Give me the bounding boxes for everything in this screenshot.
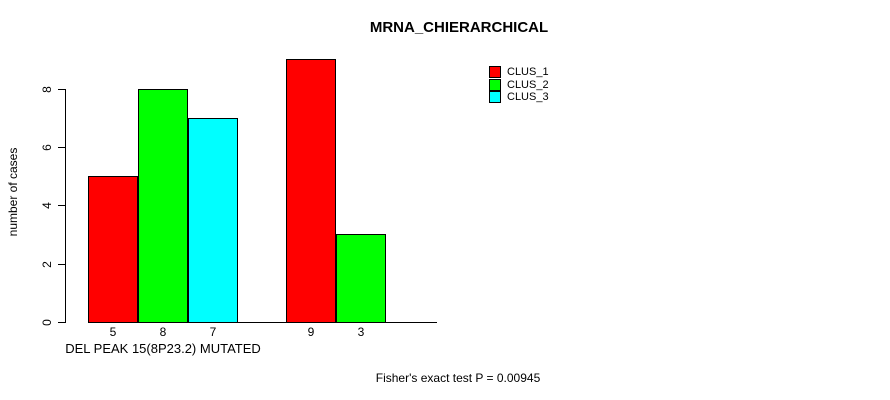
y-tick-mark — [58, 322, 65, 323]
x-axis-group-label: DEL PEAK 15(8P23.2) MUTATED — [65, 341, 261, 356]
y-tick-label: 8 — [39, 86, 54, 93]
y-tick-mark — [58, 264, 65, 265]
bar-clus_1-group-2 — [286, 59, 336, 323]
legend-swatch-icon — [489, 91, 501, 104]
stat-annotation: Fisher's exact test P = 0.00945 — [375, 371, 541, 385]
legend-item-clus_3: CLUS_3 — [489, 91, 549, 104]
bar-clus_3-group-1 — [188, 118, 238, 323]
y-tick-mark — [58, 205, 65, 206]
bar-clus_2-group-1 — [138, 89, 188, 323]
bar-clus_1-group-1 — [88, 176, 138, 323]
legend-item-clus_2: CLUS_2 — [489, 78, 549, 92]
bar-value-label: 7 — [209, 325, 217, 339]
x-axis-baseline — [88, 322, 437, 323]
y-tick-label: 0 — [39, 319, 54, 326]
bar-value-label: 8 — [159, 325, 167, 339]
y-tick-label: 4 — [39, 202, 54, 209]
legend-item-label: CLUS_3 — [507, 91, 549, 104]
y-tick-mark — [58, 147, 65, 148]
bar-clus_2-group-2 — [336, 234, 386, 323]
bar-value-label: 9 — [307, 325, 315, 339]
legend-item-label: CLUS_2 — [507, 78, 549, 91]
y-tick-label: 6 — [39, 144, 54, 151]
legend-swatch-icon — [489, 66, 501, 79]
legend: CLUS_1 CLUS_2 CLUS_3 — [489, 66, 549, 104]
bar-value-label: 3 — [357, 325, 365, 339]
y-tick-label: 2 — [39, 261, 54, 268]
y-axis-line — [65, 89, 66, 323]
bar-value-label: 5 — [109, 325, 117, 339]
legend-swatch-icon — [489, 78, 501, 91]
y-axis-label: number of cases — [6, 147, 20, 237]
legend-item-clus_1: CLUS_1 — [489, 66, 549, 79]
legend-item-label: CLUS_1 — [507, 66, 549, 79]
y-tick-mark — [58, 89, 65, 90]
chart-title: MRNA_CHIERARCHICAL — [369, 19, 549, 36]
